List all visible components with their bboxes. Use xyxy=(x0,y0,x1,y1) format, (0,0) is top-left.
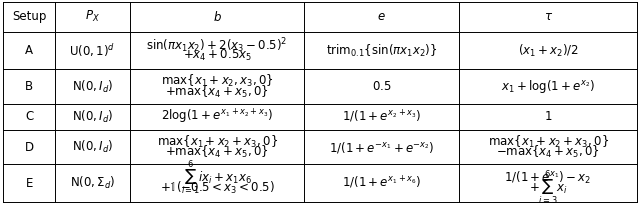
Text: $\max\{x_1 + x_2, x_3, 0\}$: $\max\{x_1 + x_2, x_3, 0\}$ xyxy=(161,73,273,89)
Text: $+\mathbb{1}(-0.5 < x_3 < 0.5)$: $+\mathbb{1}(-0.5 < x_3 < 0.5)$ xyxy=(159,180,275,196)
Text: C: C xyxy=(25,110,33,123)
Text: $- \max\{x_4 + x_5, 0\}$: $- \max\{x_4 + x_5, 0\}$ xyxy=(496,144,600,160)
Text: $1/(1 + e^{x_1}) - x_2$: $1/(1 + e^{x_1}) - x_2$ xyxy=(504,170,592,186)
Text: $\mathrm{N}(0, \Sigma_d)$: $\mathrm{N}(0, \Sigma_d)$ xyxy=(70,175,115,191)
Text: $2\log(1 + e^{x_1 + x_2 + x_3})$: $2\log(1 + e^{x_1 + x_2 + x_3})$ xyxy=(161,108,273,126)
Text: $\mathrm{trim}_{0.1}\{\sin(\pi x_1 x_2)\}$: $\mathrm{trim}_{0.1}\{\sin(\pi x_1 x_2)\… xyxy=(326,42,438,59)
Text: $P_X$: $P_X$ xyxy=(85,9,100,24)
Text: $x_1 + \log(1 + e^{x_2})$: $x_1 + \log(1 + e^{x_2})$ xyxy=(501,78,595,95)
Text: $+ \max\{x_4 + x_5, 0\}$: $+ \max\{x_4 + x_5, 0\}$ xyxy=(165,84,269,100)
Text: $\tau$: $\tau$ xyxy=(543,10,553,23)
Text: Setup: Setup xyxy=(12,10,46,23)
Text: $\mathrm{U}(0,1)^d$: $\mathrm{U}(0,1)^d$ xyxy=(70,42,116,59)
Text: $1$: $1$ xyxy=(544,110,552,123)
Text: $(x_1 + x_2)/2$: $(x_1 + x_2)/2$ xyxy=(518,42,579,59)
Text: D: D xyxy=(24,141,34,154)
Text: $1/(1 + e^{x_1 + x_6})$: $1/(1 + e^{x_1 + x_6})$ xyxy=(342,175,421,191)
Text: $1/(1 + e^{x_2 + x_3})$: $1/(1 + e^{x_2 + x_3})$ xyxy=(342,109,421,125)
Text: $\mathrm{N}(0, I_d)$: $\mathrm{N}(0, I_d)$ xyxy=(72,139,113,155)
Text: $\mathrm{N}(0, I_d)$: $\mathrm{N}(0, I_d)$ xyxy=(72,79,113,95)
Text: E: E xyxy=(26,177,33,190)
Text: $\mathrm{N}(0, I_d)$: $\mathrm{N}(0, I_d)$ xyxy=(72,109,113,125)
Text: $b$: $b$ xyxy=(212,10,221,24)
Text: $0.5$: $0.5$ xyxy=(372,80,392,93)
Text: $\max\{x_1 + x_2 + x_3, 0\}$: $\max\{x_1 + x_2 + x_3, 0\}$ xyxy=(157,134,278,150)
Text: $e$: $e$ xyxy=(378,10,386,23)
Text: $+ \sum_{i=3}^{6} x_i$: $+ \sum_{i=3}^{6} x_i$ xyxy=(529,169,568,204)
Text: $\sum_{i=1}^{6} ix_i + x_1 x_6$: $\sum_{i=1}^{6} ix_i + x_1 x_6$ xyxy=(182,159,253,197)
Text: $\sin(\pi x_1 x_2) + 2(x_3 - 0.5)^2$: $\sin(\pi x_1 x_2) + 2(x_3 - 0.5)^2$ xyxy=(147,36,288,54)
Text: $+x_4 + 0.5x_5$: $+x_4 + 0.5x_5$ xyxy=(182,48,252,63)
Text: B: B xyxy=(25,80,33,93)
Text: $1/(1 + e^{-x_1} + e^{-x_2})$: $1/(1 + e^{-x_1} + e^{-x_2})$ xyxy=(329,140,435,155)
Text: A: A xyxy=(25,44,33,57)
Text: $+ \max\{x_4 + x_5, 0\}$: $+ \max\{x_4 + x_5, 0\}$ xyxy=(165,144,269,160)
Text: $\max\{x_1 + x_2 + x_3, 0\}$: $\max\{x_1 + x_2 + x_3, 0\}$ xyxy=(488,134,609,150)
